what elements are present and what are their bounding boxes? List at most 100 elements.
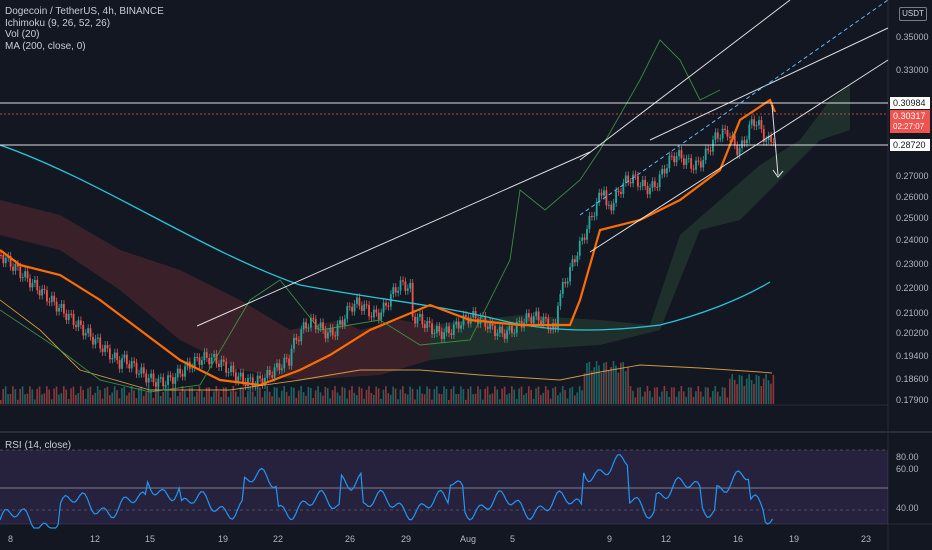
candle-body — [234, 372, 237, 382]
ichimoku-legend[interactable]: Ichimoku (9, 26, 52, 26) — [5, 17, 111, 29]
volume-bar — [346, 398, 348, 404]
rsi-axis: 80.00 60.00 40.00 — [896, 452, 919, 513]
volume-bar — [762, 378, 765, 404]
vol-legend[interactable]: Vol (20) — [5, 29, 40, 40]
candle-body — [14, 264, 17, 271]
candle-body — [145, 373, 148, 383]
volume-bar — [249, 386, 252, 404]
candle-body — [331, 328, 334, 336]
volume-bar — [48, 389, 51, 404]
volume-bar — [617, 372, 620, 404]
candle-body — [457, 321, 460, 329]
candle-body — [617, 190, 620, 193]
candle-body — [29, 278, 31, 288]
candle-body — [622, 182, 625, 194]
rsi-legend[interactable]: RSI (14, close) — [5, 440, 72, 451]
volume-bar — [486, 386, 489, 404]
candle-body — [440, 331, 443, 339]
volume-bar — [670, 387, 673, 404]
candle-body — [50, 295, 53, 303]
volume-bar — [702, 396, 704, 404]
volume-bar — [719, 396, 721, 404]
candle-body — [537, 311, 540, 321]
volume-bar — [360, 388, 363, 404]
volume-bar — [7, 394, 9, 404]
candle-body — [181, 373, 184, 377]
time-axis[interactable]: 8 12 15 19 22 26 29 Aug 5 9 12 16 19 23 — [8, 534, 871, 544]
candle-body — [164, 384, 167, 387]
currency-button[interactable]: USDT — [899, 7, 927, 21]
volume-bar — [155, 387, 157, 404]
candle-body — [133, 361, 136, 363]
candle-body — [256, 375, 259, 385]
volume-bar — [217, 391, 220, 404]
candle-body — [581, 237, 584, 241]
volume-bar — [685, 396, 688, 404]
volume-bar — [537, 386, 540, 404]
volume-bar — [469, 386, 472, 404]
volume-bar — [649, 390, 651, 404]
volume-bar — [372, 394, 375, 404]
candle-body — [121, 358, 123, 369]
candle-body — [544, 317, 547, 319]
candle-body — [346, 306, 349, 319]
candle-body — [392, 287, 395, 295]
candle-body — [719, 138, 722, 140]
candle-body — [31, 282, 34, 288]
candle-body — [261, 378, 264, 385]
volume-bar — [503, 386, 506, 404]
volume-bar — [87, 388, 89, 404]
candle-body — [515, 321, 518, 333]
volume-bar — [680, 386, 683, 404]
candle-body — [21, 277, 24, 279]
candle-body — [685, 158, 688, 165]
rsi-band — [0, 450, 888, 524]
volume-bar — [322, 395, 324, 404]
candle-body — [692, 168, 695, 170]
volume-bar — [55, 386, 58, 404]
price-tick-label: 0.19400 — [896, 351, 929, 361]
candle-body — [760, 120, 763, 130]
volume-bar — [421, 393, 424, 404]
trend-drawings[interactable] — [0, 0, 889, 327]
arrow-head — [772, 169, 784, 178]
candle-body — [116, 352, 119, 361]
candle-body — [690, 158, 693, 169]
candle-body — [421, 314, 424, 325]
ma-legend[interactable]: MA (200, close, 0) — [5, 40, 86, 52]
volume-bar — [210, 396, 213, 404]
candle-body — [465, 314, 467, 317]
volume-bar — [530, 389, 533, 404]
volume-bar — [445, 388, 448, 404]
volume-bar — [295, 397, 298, 404]
candle-body — [704, 148, 707, 160]
candle-body — [772, 141, 775, 143]
volume-bar — [43, 393, 46, 404]
volume-bar — [544, 386, 547, 404]
candle-body — [426, 321, 429, 329]
candle-body — [237, 376, 240, 382]
volume-bar — [239, 387, 242, 404]
volume-bar — [121, 388, 123, 404]
candle-body — [503, 333, 506, 339]
volume-bar — [624, 371, 627, 404]
rsi-tick-label: 80.00 — [896, 452, 919, 462]
price-axis[interactable]: 0.35000 0.33000 0.27000 0.26000 0.25000 0.240… — [896, 32, 929, 405]
candle-body — [435, 326, 438, 334]
candle-body — [394, 287, 397, 293]
volume-bar — [104, 388, 106, 404]
symbol-title[interactable]: Dogecoin / TetherUS, 4h, BINANCE — [5, 6, 164, 17]
candle-body — [518, 320, 521, 322]
volume-bar — [108, 395, 111, 404]
candle-body — [184, 366, 186, 377]
volume-bar — [547, 389, 549, 404]
time-tick-label: 22 — [273, 534, 283, 544]
volume-bar — [755, 374, 758, 404]
candle-body — [334, 335, 337, 337]
candle-body — [728, 136, 731, 139]
volume-bar — [607, 370, 610, 404]
volume-bar — [176, 396, 179, 404]
candle-body — [707, 148, 710, 151]
volume-bar — [525, 393, 528, 404]
